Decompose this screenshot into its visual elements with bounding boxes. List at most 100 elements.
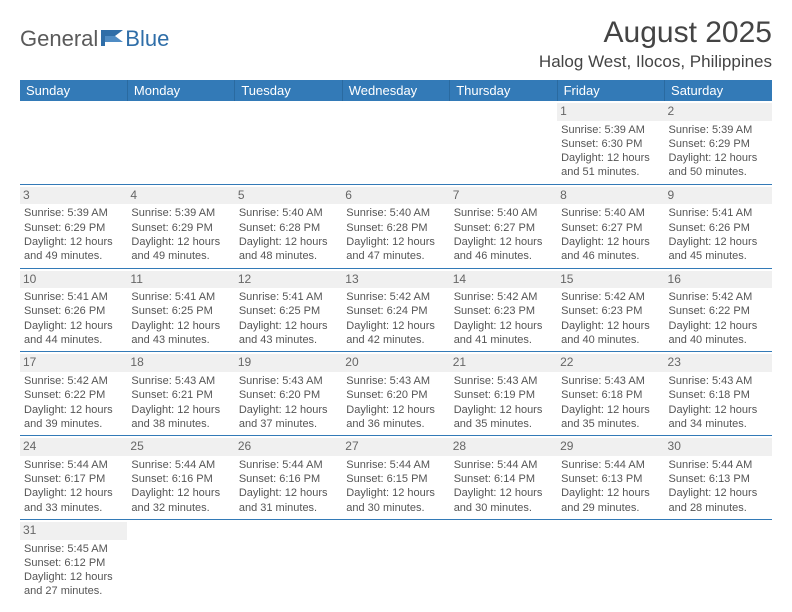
day-number: 22 — [557, 354, 664, 372]
day-number: 26 — [235, 438, 342, 456]
daylight1-text: Daylight: 12 hours — [454, 319, 553, 333]
day-header: Saturday — [665, 80, 772, 101]
calendar-day-cell: 6Sunrise: 5:40 AMSunset: 6:28 PMDaylight… — [342, 184, 449, 268]
brand-logo: General Blue — [20, 26, 169, 52]
calendar-day-cell — [235, 101, 342, 184]
calendar-day-cell: 24Sunrise: 5:44 AMSunset: 6:17 PMDayligh… — [20, 436, 127, 520]
calendar-day-cell: 5Sunrise: 5:40 AMSunset: 6:28 PMDaylight… — [235, 184, 342, 268]
day-header: Sunday — [20, 80, 127, 101]
sunset-text: Sunset: 6:25 PM — [131, 304, 230, 318]
sunrise-text: Sunrise: 5:45 AM — [24, 542, 123, 556]
daylight1-text: Daylight: 12 hours — [669, 319, 768, 333]
sunrise-text: Sunrise: 5:40 AM — [454, 206, 553, 220]
sunset-text: Sunset: 6:12 PM — [24, 556, 123, 570]
calendar-day-cell: 30Sunrise: 5:44 AMSunset: 6:13 PMDayligh… — [665, 436, 772, 520]
daylight2-text: and 29 minutes. — [561, 501, 660, 515]
calendar-day-cell: 26Sunrise: 5:44 AMSunset: 6:16 PMDayligh… — [235, 436, 342, 520]
day-number — [127, 522, 234, 524]
calendar-day-cell — [235, 519, 342, 602]
calendar-day-cell: 11Sunrise: 5:41 AMSunset: 6:25 PMDayligh… — [127, 268, 234, 352]
sunset-text: Sunset: 6:16 PM — [131, 472, 230, 486]
calendar-day-cell: 7Sunrise: 5:40 AMSunset: 6:27 PMDaylight… — [450, 184, 557, 268]
daylight2-text: and 28 minutes. — [669, 501, 768, 515]
calendar-day-cell — [450, 101, 557, 184]
calendar-day-cell: 19Sunrise: 5:43 AMSunset: 6:20 PMDayligh… — [235, 352, 342, 436]
sunrise-text: Sunrise: 5:44 AM — [346, 458, 445, 472]
sunset-text: Sunset: 6:29 PM — [131, 221, 230, 235]
sunrise-text: Sunrise: 5:41 AM — [669, 206, 768, 220]
calendar-day-cell: 2Sunrise: 5:39 AMSunset: 6:29 PMDaylight… — [665, 101, 772, 184]
calendar-day-cell: 12Sunrise: 5:41 AMSunset: 6:25 PMDayligh… — [235, 268, 342, 352]
day-number — [235, 522, 342, 524]
sunrise-text: Sunrise: 5:43 AM — [669, 374, 768, 388]
sunrise-text: Sunrise: 5:39 AM — [24, 206, 123, 220]
daylight2-text: and 45 minutes. — [669, 249, 768, 263]
day-number: 18 — [127, 354, 234, 372]
day-number — [342, 522, 449, 524]
daylight1-text: Daylight: 12 hours — [346, 486, 445, 500]
day-number — [450, 522, 557, 524]
sunrise-text: Sunrise: 5:41 AM — [24, 290, 123, 304]
sunset-text: Sunset: 6:29 PM — [24, 221, 123, 235]
sunset-text: Sunset: 6:19 PM — [454, 388, 553, 402]
day-number: 27 — [342, 438, 449, 456]
calendar-day-cell — [20, 101, 127, 184]
sunrise-text: Sunrise: 5:44 AM — [561, 458, 660, 472]
calendar-day-cell: 14Sunrise: 5:42 AMSunset: 6:23 PMDayligh… — [450, 268, 557, 352]
daylight2-text: and 44 minutes. — [24, 333, 123, 347]
daylight1-text: Daylight: 12 hours — [239, 319, 338, 333]
day-number — [450, 103, 557, 105]
calendar-day-cell: 9Sunrise: 5:41 AMSunset: 6:26 PMDaylight… — [665, 184, 772, 268]
day-number: 8 — [557, 187, 664, 205]
daylight2-text: and 32 minutes. — [131, 501, 230, 515]
day-number: 11 — [127, 271, 234, 289]
sunset-text: Sunset: 6:29 PM — [669, 137, 768, 151]
daylight1-text: Daylight: 12 hours — [454, 486, 553, 500]
sunrise-text: Sunrise: 5:43 AM — [346, 374, 445, 388]
calendar-day-cell: 10Sunrise: 5:41 AMSunset: 6:26 PMDayligh… — [20, 268, 127, 352]
calendar-day-cell: 3Sunrise: 5:39 AMSunset: 6:29 PMDaylight… — [20, 184, 127, 268]
calendar-week-row: 10Sunrise: 5:41 AMSunset: 6:26 PMDayligh… — [20, 268, 772, 352]
location-subtitle: Halog West, Ilocos, Philippines — [539, 52, 772, 72]
calendar-day-cell: 27 Sunrise: 5:44 AMSunset: 6:15 PMDayligh… — [342, 436, 449, 520]
calendar-week-row: 17Sunrise: 5:42 AMSunset: 6:22 PMDayligh… — [20, 352, 772, 436]
daylight1-text: Daylight: 12 hours — [346, 319, 445, 333]
calendar-day-cell — [342, 101, 449, 184]
sunrise-text: Sunrise: 5:43 AM — [561, 374, 660, 388]
daylight1-text: Daylight: 12 hours — [24, 319, 123, 333]
day-number: 21 — [450, 354, 557, 372]
calendar-day-cell: 31Sunrise: 5:45 AMSunset: 6:12 PMDayligh… — [20, 519, 127, 602]
day-number: 31 — [20, 522, 127, 540]
calendar-day-cell: 18Sunrise: 5:43 AMSunset: 6:21 PMDayligh… — [127, 352, 234, 436]
daylight2-text: and 35 minutes. — [561, 417, 660, 431]
sunset-text: Sunset: 6:28 PM — [239, 221, 338, 235]
daylight2-text: and 51 minutes. — [561, 165, 660, 179]
day-number — [665, 522, 772, 524]
daylight2-text: and 43 minutes. — [239, 333, 338, 347]
daylight1-text: Daylight: 12 hours — [561, 235, 660, 249]
sunset-text: Sunset: 6:15 PM — [346, 472, 445, 486]
sunrise-text: Sunrise: 5:40 AM — [561, 206, 660, 220]
daylight2-text: and 49 minutes. — [131, 249, 230, 263]
sunset-text: Sunset: 6:17 PM — [24, 472, 123, 486]
daylight1-text: Daylight: 12 hours — [346, 235, 445, 249]
sunset-text: Sunset: 6:22 PM — [24, 388, 123, 402]
day-header: Thursday — [450, 80, 557, 101]
sunset-text: Sunset: 6:26 PM — [669, 221, 768, 235]
sunset-text: Sunset: 6:13 PM — [561, 472, 660, 486]
calendar-day-cell: 8Sunrise: 5:40 AMSunset: 6:27 PMDaylight… — [557, 184, 664, 268]
daylight1-text: Daylight: 12 hours — [454, 235, 553, 249]
daylight1-text: Daylight: 12 hours — [669, 151, 768, 165]
sunrise-text: Sunrise: 5:40 AM — [346, 206, 445, 220]
daylight2-text: and 49 minutes. — [24, 249, 123, 263]
daylight2-text: and 46 minutes. — [561, 249, 660, 263]
day-number — [127, 103, 234, 105]
daylight1-text: Daylight: 12 hours — [669, 235, 768, 249]
sunrise-text: Sunrise: 5:44 AM — [239, 458, 338, 472]
daylight1-text: Daylight: 12 hours — [131, 235, 230, 249]
page-title: August 2025 — [539, 16, 772, 50]
calendar-day-cell — [665, 519, 772, 602]
daylight2-text: and 40 minutes. — [669, 333, 768, 347]
sunset-text: Sunset: 6:27 PM — [561, 221, 660, 235]
daylight2-text: and 40 minutes. — [561, 333, 660, 347]
